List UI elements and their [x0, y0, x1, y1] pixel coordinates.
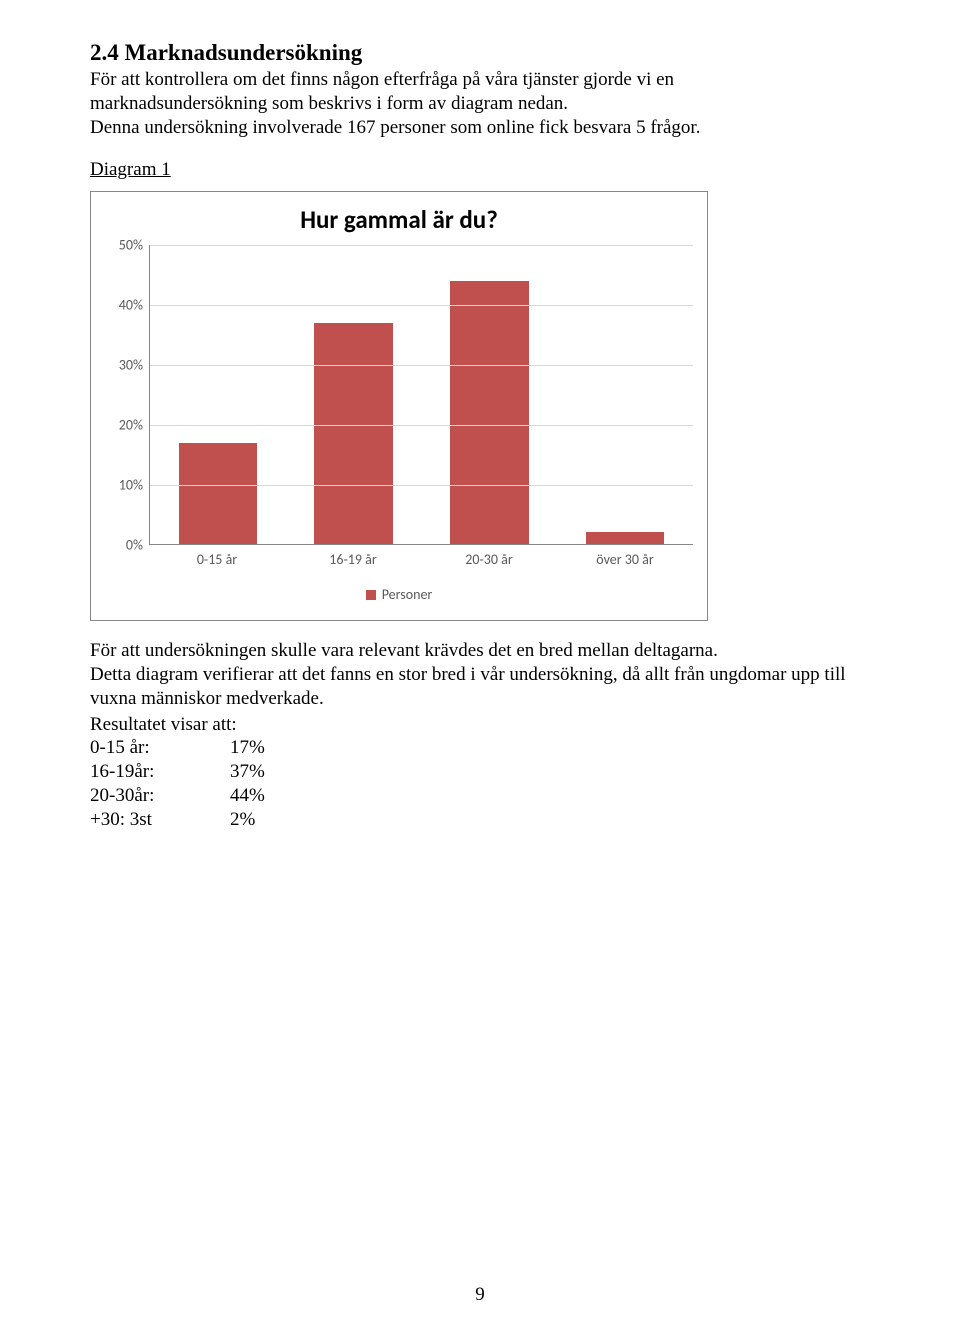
chart-bar [450, 281, 529, 544]
result-row: 20-30år:44% [90, 784, 870, 808]
result-row: +30: 3st2% [90, 808, 870, 832]
diagram-label: Diagram 1 [90, 159, 870, 181]
y-tick-label: 30% [119, 357, 143, 374]
chart-plot-area [149, 245, 693, 545]
x-tick-label: 0-15 år [149, 551, 285, 568]
legend-swatch [366, 590, 376, 600]
y-tick-label: 20% [119, 417, 143, 434]
result-label: +30: 3st [90, 808, 230, 832]
bar-slot [557, 245, 693, 544]
intro-paragraph: För att kontrollera om det finns någon e… [90, 68, 870, 139]
x-tick-label: 20-30 år [421, 551, 557, 568]
chart-bars-container [150, 245, 693, 544]
result-value: 2% [230, 808, 255, 832]
result-line-1: För att undersökningen skulle vara relev… [90, 640, 718, 661]
chart-gridline [150, 485, 693, 486]
result-row: 16-19år:37% [90, 760, 870, 784]
result-row: 0-15 år:17% [90, 736, 870, 760]
x-tick-label: 16-19 år [285, 551, 421, 568]
x-tick-label: över 30 år [557, 551, 693, 568]
bar-slot [286, 245, 422, 544]
intro-line-1: För att kontrollera om det finns någon e… [90, 69, 674, 90]
chart-gridline [150, 365, 693, 366]
chart-gridline [150, 305, 693, 306]
y-tick-label: 10% [119, 477, 143, 494]
result-value: 17% [230, 736, 265, 760]
section-heading: 2.4 Marknadsundersökning [90, 40, 870, 66]
chart-legend: Personer [105, 586, 693, 603]
legend-label: Personer [382, 586, 433, 603]
intro-line-3: Denna undersökning involverade 167 perso… [90, 117, 700, 138]
chart-plot-row: 0%10%20%30%40%50% [105, 245, 693, 545]
chart-y-axis: 0%10%20%30%40%50% [105, 245, 149, 545]
chart-x-axis: 0-15 år16-19 år20-30 åröver 30 år [149, 545, 693, 568]
result-label: 0-15 år: [90, 736, 230, 760]
intro-line-2: marknadsundersökning som beskrivs i form… [90, 93, 568, 114]
bar-chart: Hur gammal är du? 0% 10% 20% 30% 40% 50% 0-15… [90, 191, 708, 621]
result-line-2: Detta diagram verifierar att det fanns e… [90, 664, 846, 709]
result-paragraph: För att undersökningen skulle vara relev… [90, 639, 870, 710]
chart-bar [314, 323, 393, 544]
y-tick-label: 50% [119, 237, 143, 254]
bar-slot [422, 245, 558, 544]
result-value: 37% [230, 760, 265, 784]
chart-title: Hur gammal är du? [105, 204, 693, 235]
page-number: 9 [0, 1284, 960, 1306]
results-list: 0-15 år:17%16-19år:37%20-30år:44%+30: 3s… [90, 736, 870, 831]
chart-bar [586, 532, 665, 544]
chart-gridline [150, 425, 693, 426]
bar-slot [150, 245, 286, 544]
results-intro: Resultatet visar att: [90, 713, 870, 737]
result-label: 16-19år: [90, 760, 230, 784]
result-label: 20-30år: [90, 784, 230, 808]
result-value: 44% [230, 784, 265, 808]
y-tick-label: 40% [119, 297, 143, 314]
y-tick-label: 0% [126, 537, 143, 554]
chart-bar [179, 443, 258, 545]
chart-gridline [150, 245, 693, 246]
